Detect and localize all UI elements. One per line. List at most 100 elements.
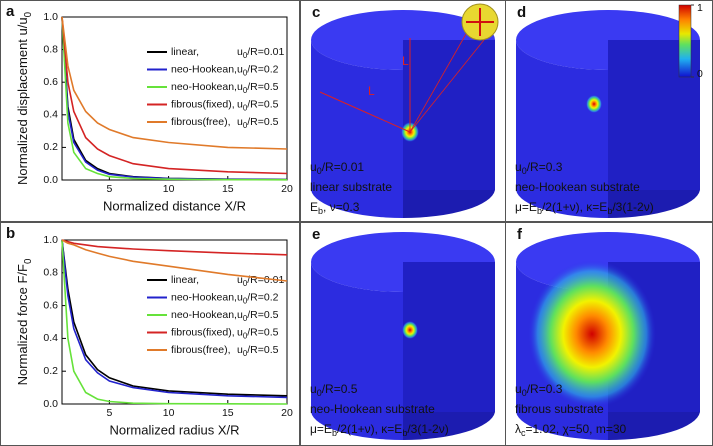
text-run: 0	[522, 388, 527, 398]
series-line	[61, 16, 288, 150]
x-tick-label: 20	[281, 407, 293, 419]
y-tick-label: 0.2	[43, 141, 58, 153]
text-run: u	[237, 81, 243, 93]
text-run: neo-Hookean substrate	[515, 180, 640, 194]
x-axis-label: Normalized distance X/R	[103, 198, 246, 213]
x-tick-label: 5	[106, 183, 112, 195]
y-axis-label: Normalized displacement u/u0	[15, 11, 33, 185]
y-tick-label: 0.4	[43, 109, 58, 121]
legend-label: linear,	[171, 274, 199, 286]
text-run: b	[402, 428, 407, 438]
text-run: E	[310, 200, 318, 214]
panel-annotation: u0/R=0.3	[515, 382, 563, 398]
panel-annotation: Eb, ν=0.3	[310, 200, 360, 216]
x-tick-label: 10	[163, 407, 175, 419]
y-tick-label: 0.2	[43, 365, 58, 377]
legend-param: u0/R=0.01	[237, 274, 284, 288]
series-line	[61, 16, 288, 175]
text-run: 0	[243, 314, 248, 323]
legend-label: neo-Hookean,	[171, 291, 237, 303]
y-tick-label: 1.0	[43, 11, 58, 23]
text-run: /2(1+ν), κ=E	[337, 422, 402, 436]
x-axis-label: Normalized radius X/R	[109, 422, 239, 437]
text-run: b	[332, 428, 337, 438]
text-run: 0	[243, 279, 248, 288]
text-run: 0	[23, 11, 34, 17]
y-tick-label: 0.6	[43, 76, 58, 88]
text-run: /R=0.5	[247, 309, 278, 321]
panel-letter: a	[6, 3, 15, 20]
legend-param: u0/R=0.5	[237, 344, 279, 358]
text-run: /R=0.3	[527, 382, 563, 396]
y-tick-label: 0.6	[43, 299, 58, 311]
panel-annotation: fibrous substrate	[515, 402, 604, 416]
text-run: b	[318, 206, 323, 216]
text-run: b	[537, 206, 542, 216]
text-run: /R=0.5	[247, 116, 278, 128]
legend-label: neo-Hookean,	[171, 81, 237, 93]
text-run: =1.02, χ=50, m=30	[526, 422, 627, 436]
y-tick-label: 0.8	[43, 267, 58, 279]
text-run: u	[515, 382, 522, 396]
dimension-line	[319, 91, 411, 133]
text-run: u	[237, 326, 243, 338]
legend-label: neo-Hookean,	[171, 63, 237, 75]
text-run: 0	[23, 258, 34, 264]
series-line	[61, 16, 288, 181]
y-axis-label: Normalized force F/F0	[15, 258, 33, 385]
text-run: u	[237, 274, 243, 286]
panel-annotation: u0/R=0.3	[515, 160, 563, 176]
text-run: μ=E	[515, 200, 537, 214]
text-run: u	[237, 291, 243, 303]
text-run: /3(1-2ν)	[407, 422, 448, 436]
panel-annotation: linear substrate	[310, 180, 392, 194]
y-tick-label: 1.0	[43, 234, 58, 246]
text-run: fibrous substrate	[515, 402, 604, 416]
y-tick-label: 0.0	[43, 174, 58, 186]
series-line	[61, 239, 288, 405]
legend-param: u0/R=0.5	[237, 309, 279, 323]
legend-param: u0/R=0.01	[237, 46, 284, 60]
series-line	[61, 239, 288, 399]
text-run: μ=E	[310, 422, 332, 436]
inset-leader	[409, 33, 467, 133]
legend-label: linear,	[171, 46, 199, 58]
text-run: /R=0.5	[247, 344, 278, 356]
colorbar-label: 1	[697, 2, 703, 14]
plot-frame	[61, 239, 288, 405]
x-tick-label: 15	[222, 407, 234, 419]
text-run: /R=0.5	[247, 98, 278, 110]
text-run: /3(1-2ν)	[612, 200, 653, 214]
stress-spot	[402, 321, 418, 339]
text-run: 0	[522, 166, 527, 176]
panel-letter: e	[312, 226, 320, 243]
y-tick-label: 0.0	[43, 398, 58, 410]
text-run: , ν=0.3	[323, 200, 360, 214]
text-run: /R=0.5	[247, 326, 278, 338]
text-run: u	[237, 63, 243, 75]
text-run: b	[607, 206, 612, 216]
text-run: 0	[243, 332, 248, 341]
panel-annotation: neo-Hookean substrate	[515, 180, 640, 194]
dimension-label: L	[402, 54, 409, 68]
text-run: neo-Hookean substrate	[310, 402, 435, 416]
text-run: /R=0.2	[247, 63, 278, 75]
series-line	[61, 239, 288, 397]
x-tick-label: 5	[106, 407, 112, 419]
text-run: 0	[243, 297, 248, 306]
text-run: Normalized force F/F	[15, 264, 30, 385]
legend-label: fibrous(free),	[171, 116, 231, 128]
text-run: u	[237, 116, 243, 128]
legend-label: neo-Hookean,	[171, 309, 237, 321]
colorbar-label: 0	[697, 68, 703, 80]
dimension-label: L	[368, 84, 375, 98]
legend-param: u0/R=0.5	[237, 116, 279, 130]
text-run: u	[310, 160, 317, 174]
x-tick-label: 15	[222, 183, 234, 195]
panel-frame	[0, 0, 300, 222]
x-tick-label: 20	[281, 183, 293, 195]
panel-annotation: μ=Eb/2(1+ν), κ=Eb/3(1-2ν)	[310, 422, 449, 438]
text-run: 0	[243, 349, 248, 358]
text-run: u	[310, 382, 317, 396]
